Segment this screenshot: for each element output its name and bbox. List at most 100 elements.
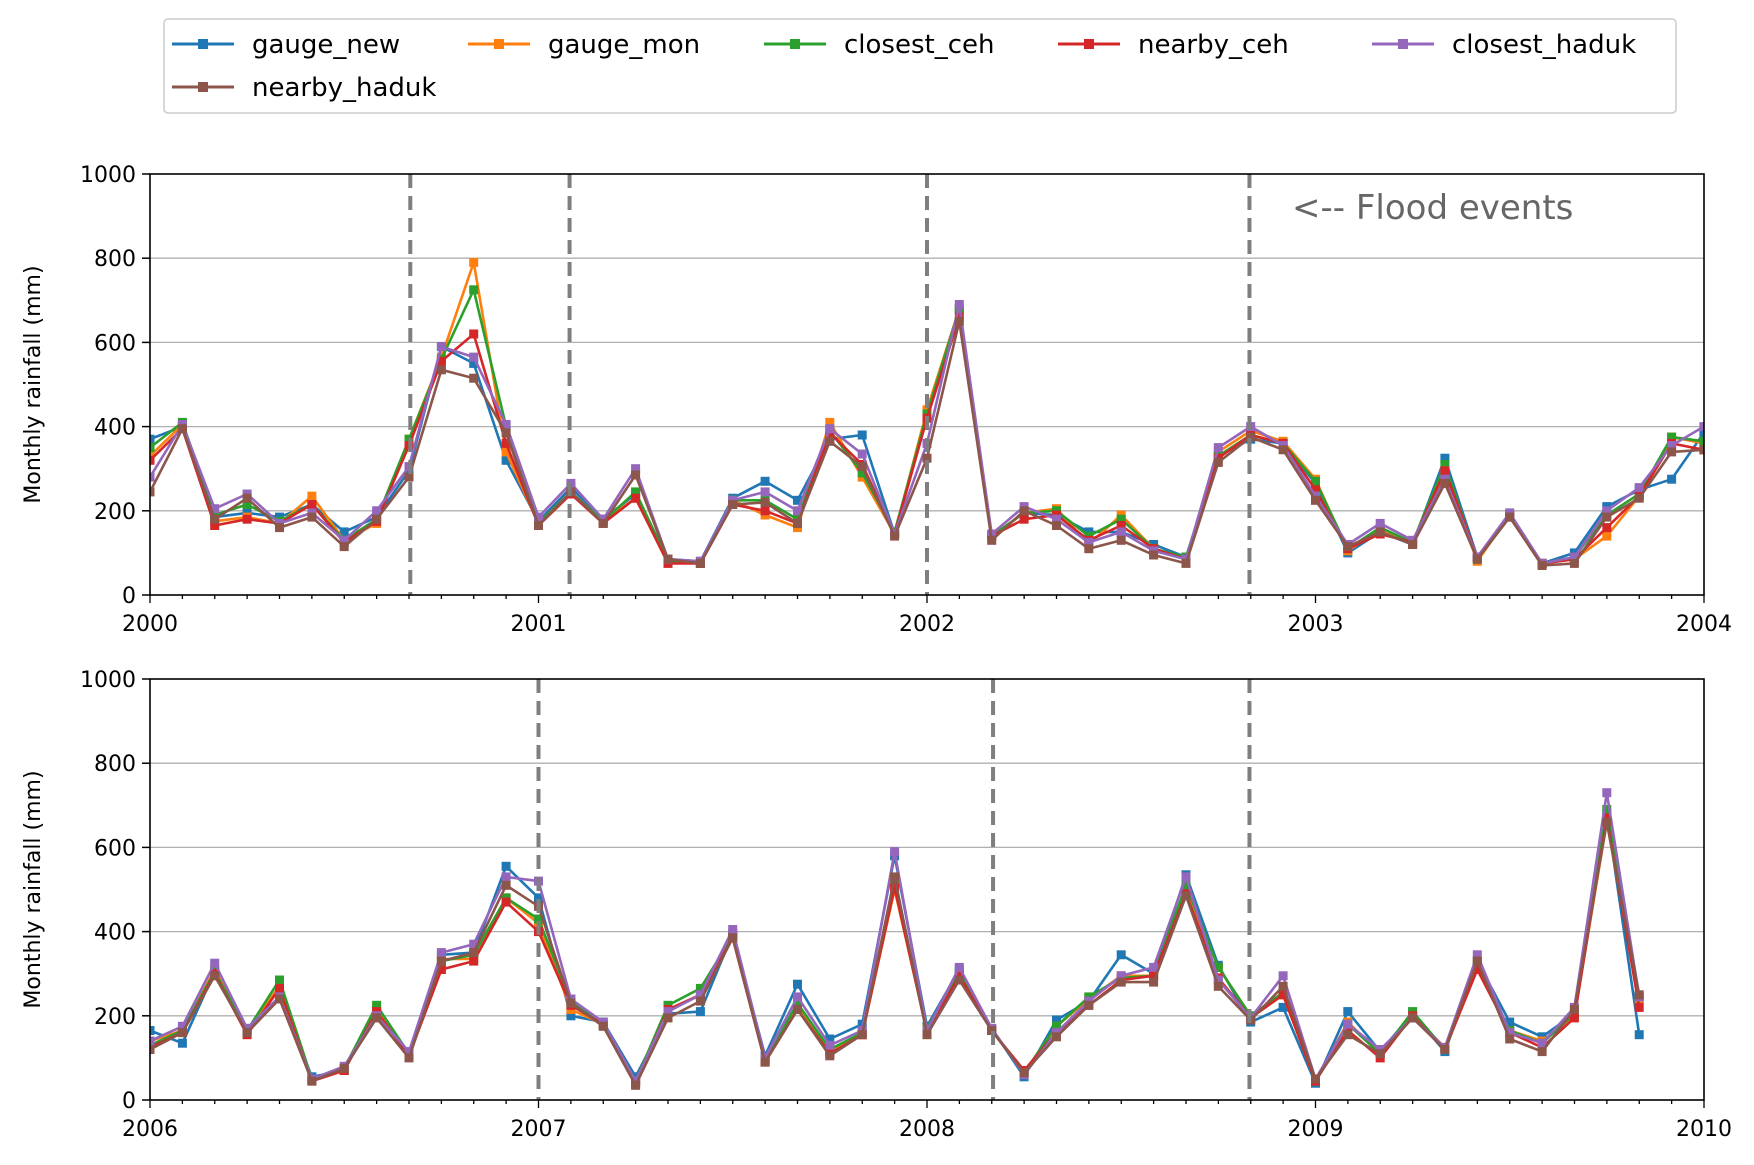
data-point-nearby-haduk xyxy=(728,933,738,943)
y-tick-label: 600 xyxy=(94,836,136,861)
data-point-nearby-haduk xyxy=(1116,535,1126,545)
data-point-closest-haduk xyxy=(436,342,446,352)
data-point-nearby-ceh xyxy=(1149,971,1159,981)
legend-item-gauge-new: gauge_new xyxy=(172,30,400,60)
data-point-nearby-haduk xyxy=(1019,506,1029,516)
y-tick-label: 600 xyxy=(94,331,136,356)
data-point-nearby-haduk xyxy=(1213,457,1223,467)
data-point-closest-haduk xyxy=(1569,552,1579,562)
data-point-closest-haduk xyxy=(793,506,802,516)
data-point-closest-haduk xyxy=(1375,518,1385,528)
data-point-nearby-haduk xyxy=(1505,512,1515,522)
data-point-nearby-haduk xyxy=(177,424,187,434)
y-tick-label: 800 xyxy=(94,752,136,777)
data-point-nearby-haduk xyxy=(339,542,349,552)
data-point-nearby-haduk xyxy=(339,1063,349,1073)
data-point-nearby-ceh xyxy=(1278,990,1288,1000)
data-point-gauge-new xyxy=(825,1034,835,1044)
data-point-nearby-ceh xyxy=(501,438,511,448)
data-point-nearby-ceh xyxy=(1472,965,1482,974)
data-point-closest-ceh xyxy=(372,1000,382,1010)
data-point-closest-ceh xyxy=(534,914,543,924)
data-point-nearby-haduk xyxy=(404,472,414,482)
data-point-closest-haduk xyxy=(210,958,220,968)
data-point-closest-haduk xyxy=(534,512,543,522)
data-point-nearby-haduk xyxy=(1278,445,1288,455)
legend-item-gauge-mon: gauge_mon xyxy=(468,30,700,60)
axes-frame xyxy=(149,173,1705,596)
data-point-gauge-new xyxy=(1440,453,1450,463)
data-point-closest-haduk xyxy=(1278,971,1288,981)
data-point-nearby-haduk xyxy=(1246,432,1256,442)
data-point-nearby-haduk xyxy=(1375,527,1385,537)
series-layer xyxy=(150,257,1704,570)
data-point-closest-haduk xyxy=(210,504,220,514)
data-point-nearby-haduk xyxy=(501,428,511,438)
data-point-closest-ceh xyxy=(275,975,284,985)
data-point-nearby-ceh xyxy=(307,500,317,509)
data-point-closest-haduk xyxy=(1472,950,1482,960)
data-point-closest-ceh xyxy=(695,983,705,993)
data-point-nearby-haduk xyxy=(857,1030,867,1040)
data-point-closest-ceh xyxy=(1602,805,1612,814)
data-point-gauge-new xyxy=(534,893,543,903)
data-point-nearby-haduk xyxy=(1602,817,1612,827)
data-point-nearby-haduk xyxy=(825,1051,835,1061)
data-point-gauge-mon xyxy=(501,447,511,457)
y-axis-label: Monthly rainfall (mm) xyxy=(21,770,46,1008)
data-point-nearby-haduk xyxy=(436,365,446,375)
data-point-gauge-new xyxy=(566,1011,576,1021)
x-tick-label: 2010 xyxy=(1676,1117,1732,1142)
data-point-closest-ceh xyxy=(631,487,641,497)
data-point-nearby-haduk xyxy=(1181,891,1191,901)
data-point-nearby-haduk xyxy=(695,996,705,1006)
data-point-nearby-haduk xyxy=(1149,977,1159,987)
data-point-gauge-new xyxy=(1634,1030,1644,1040)
data-point-nearby-haduk xyxy=(728,500,738,509)
data-point-nearby-haduk xyxy=(1537,1047,1547,1057)
data-point-closest-haduk xyxy=(469,352,479,362)
data-point-closest-haduk xyxy=(150,1036,155,1046)
data-point-gauge-mon xyxy=(469,257,479,267)
y-tick-label: 1000 xyxy=(80,668,136,693)
y-tick-label: 0 xyxy=(122,1089,136,1114)
x-tick-label: 2000 xyxy=(122,612,178,637)
data-point-nearby-haduk xyxy=(1343,1030,1353,1040)
data-point-nearby-haduk xyxy=(501,880,511,890)
data-point-nearby-haduk xyxy=(890,872,900,882)
data-point-closest-haduk xyxy=(728,925,738,934)
data-point-nearby-haduk xyxy=(242,493,252,503)
data-point-closest-ceh xyxy=(150,443,155,453)
legend-marker xyxy=(1084,39,1094,49)
data-point-closest-haduk xyxy=(1213,443,1223,453)
data-point-closest-ceh xyxy=(1667,432,1677,442)
data-point-closest-ceh xyxy=(1052,1021,1061,1031)
axes-frame xyxy=(149,678,1705,1101)
data-point-closest-ceh xyxy=(1213,962,1223,972)
data-point-nearby-ceh xyxy=(1634,1002,1644,1012)
y-tick-label: 200 xyxy=(94,1005,136,1030)
x-tick-label: 2008 xyxy=(899,1117,955,1142)
series-line-closest-haduk xyxy=(150,303,1704,565)
data-point-nearby-ceh xyxy=(1311,485,1320,495)
data-point-nearby-haduk xyxy=(857,462,867,472)
data-point-nearby-haduk xyxy=(150,1045,155,1054)
data-point-gauge-new xyxy=(1343,1007,1353,1017)
data-point-closest-haduk xyxy=(1181,872,1191,882)
data-point-nearby-haduk xyxy=(1278,981,1288,991)
data-point-nearby-haduk xyxy=(1084,1000,1094,1010)
data-point-nearby-ceh xyxy=(242,514,252,524)
legend-label: closest_haduk xyxy=(1452,30,1636,60)
data-point-closest-haduk xyxy=(890,847,900,857)
data-point-nearby-ceh xyxy=(436,356,446,366)
y-tick-label: 400 xyxy=(94,416,136,441)
data-point-nearby-ceh xyxy=(890,882,900,892)
data-point-gauge-new xyxy=(469,358,479,368)
y-tick-label: 0 xyxy=(122,584,136,609)
y-tick-label: 400 xyxy=(94,921,136,946)
data-point-closest-ceh xyxy=(1311,476,1320,486)
data-point-closest-haduk xyxy=(1602,506,1612,516)
data-point-gauge-new xyxy=(177,1038,187,1048)
data-point-closest-haduk xyxy=(436,948,446,958)
data-point-gauge-new xyxy=(150,434,155,444)
